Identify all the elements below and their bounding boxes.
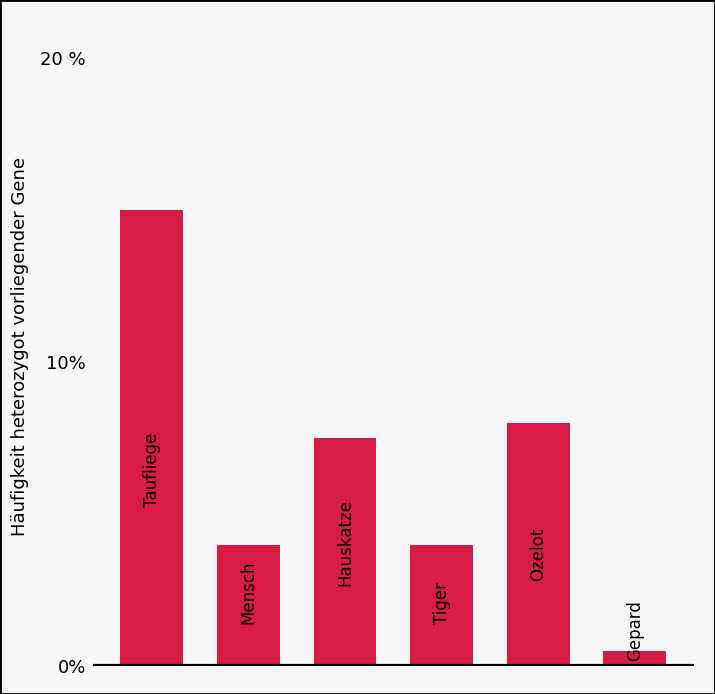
Bar [313,438,376,666]
Text: Ozelot: Ozelot [529,528,547,581]
Text: Mensch: Mensch [240,560,257,624]
Y-axis label: Häufigkeit heterozygot vorliegender Gene: Häufigkeit heterozygot vorliegender Gene [11,158,29,536]
Bar [603,651,666,666]
Text: Taufliege: Taufliege [143,432,161,507]
Bar [120,210,183,666]
Text: Gepard: Gepard [626,600,644,661]
Bar [217,545,280,666]
Text: Tiger: Tiger [433,582,450,624]
Text: Hauskatze: Hauskatze [336,500,354,586]
Bar [507,423,570,666]
Bar [410,545,473,666]
